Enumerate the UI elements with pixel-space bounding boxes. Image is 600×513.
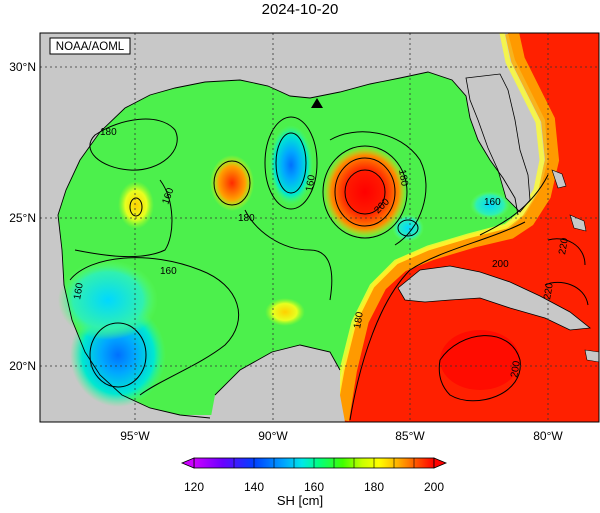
colorbar-label: SH [cm] xyxy=(276,493,324,508)
contour-label: 180 xyxy=(100,127,117,138)
colorbar-tick: 160 xyxy=(304,480,324,494)
contour-label: 200 xyxy=(509,360,523,379)
caribbean-water xyxy=(335,33,599,422)
map-title: 2024-10-20 xyxy=(261,1,339,18)
lon-label-80w: 80°W xyxy=(533,429,563,443)
lon-label-95w: 95°W xyxy=(120,429,150,443)
loop-current-band xyxy=(335,33,560,422)
contour-label: 200 xyxy=(492,259,509,270)
colorbar-tick: 140 xyxy=(244,480,264,494)
lon-label-90w: 90°W xyxy=(258,429,288,443)
colorbar-low-arrow xyxy=(180,457,195,469)
cool-spot-east xyxy=(392,214,424,242)
station-marker-triangle xyxy=(311,98,323,108)
cool-spot-florida xyxy=(470,191,510,219)
cold-eddy-central xyxy=(269,125,313,205)
credit-text: NOAA/AOML xyxy=(56,41,125,53)
contour-label: 180 xyxy=(352,311,366,330)
lon-label-85w: 85°W xyxy=(395,429,425,443)
yucatan-peninsula xyxy=(210,345,345,422)
cool-region-west xyxy=(58,260,158,340)
contour-label: 180 xyxy=(396,169,410,188)
map-frame xyxy=(39,32,600,423)
colorbar-tick: 120 xyxy=(184,480,204,494)
gulf-water xyxy=(58,72,518,415)
warm-spot-west xyxy=(118,181,154,229)
colorbar-tick: 200 xyxy=(424,480,444,494)
lat-label-30n: 30°N xyxy=(9,60,36,74)
warm-eddy-west xyxy=(210,155,254,211)
lat-label-25n: 25°N xyxy=(9,211,36,225)
contour-label: 220 xyxy=(557,237,571,256)
contour-label: 160 xyxy=(484,197,501,208)
lat-label-20n: 20°N xyxy=(9,359,36,373)
contour-label: 160 xyxy=(160,266,177,277)
contour-lines xyxy=(69,116,589,421)
contour-label: 160 xyxy=(72,282,86,301)
graticule xyxy=(40,33,599,422)
colorbar-high-arrow xyxy=(433,457,448,469)
contour-label: 160 xyxy=(304,174,318,193)
contour-label: 220 xyxy=(542,282,556,301)
loop-current-eddy xyxy=(323,146,407,238)
contour-label-group: 180 160 180 160 160 160 180 180 200 160 … xyxy=(72,127,571,379)
cuba-island xyxy=(397,265,592,331)
colorbar-tick: 180 xyxy=(364,480,384,494)
credit-box xyxy=(49,37,131,55)
contour-label: 180 xyxy=(238,213,255,224)
warm-spot-south xyxy=(265,298,305,326)
colorbar: 120 140 160 180 200 xyxy=(180,457,448,494)
